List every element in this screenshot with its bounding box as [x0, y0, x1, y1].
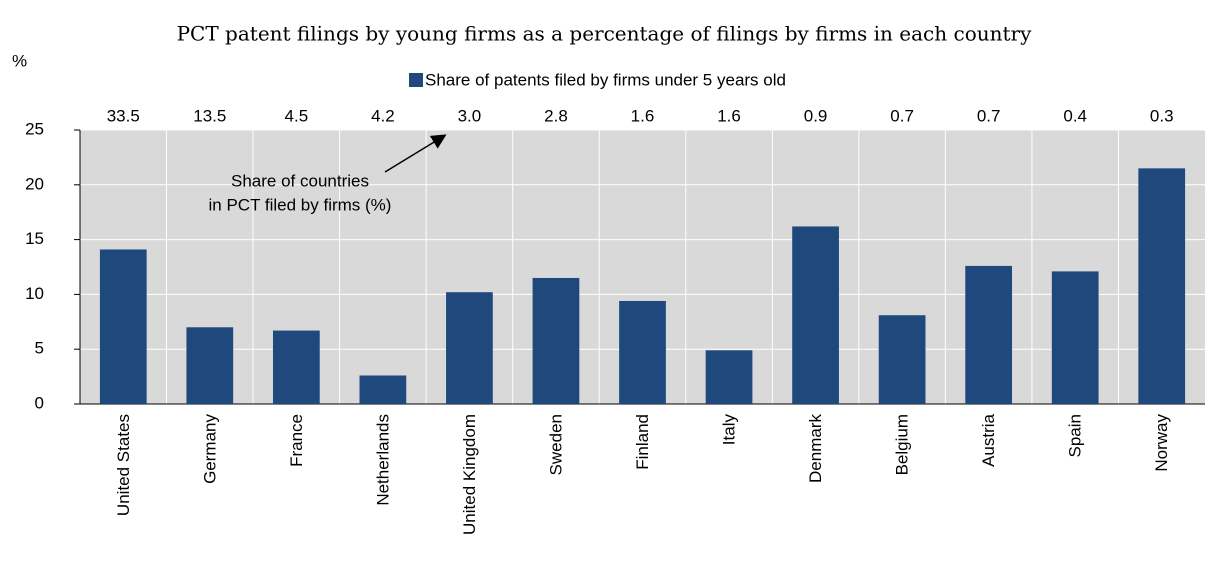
x-tick-label: Austria — [979, 413, 998, 466]
x-tick-label: Netherlands — [373, 414, 392, 506]
top-value-label: 0.4 — [1063, 106, 1087, 125]
legend-label: Share of patents filed by firms under 5 … — [425, 70, 786, 89]
x-tick-label: Spain — [1066, 414, 1085, 457]
top-value-label: 1.6 — [717, 106, 741, 125]
bar — [705, 350, 753, 404]
bar — [619, 300, 666, 404]
x-tick-label: Sweden — [546, 414, 565, 475]
x-tick-label: France — [287, 414, 306, 467]
x-tick-label: Belgium — [893, 414, 912, 475]
bar — [792, 226, 839, 404]
annotation: Share of countries — [231, 171, 369, 190]
x-tick-label: United States — [114, 414, 133, 516]
y-tick-label: 5 — [35, 339, 44, 358]
bar — [272, 330, 320, 404]
top-value-label: 4.2 — [371, 106, 395, 125]
y-tick-label: 15 — [25, 229, 44, 248]
x-tick-label: Finland — [633, 414, 652, 470]
bar — [446, 292, 493, 404]
top-value-label: 13.5 — [193, 106, 226, 125]
x-tick-label: United Kingdom — [460, 414, 479, 535]
y-tick-label: 0 — [35, 393, 44, 412]
y-axis-label: % — [12, 51, 27, 70]
bar — [1051, 271, 1099, 404]
bar — [99, 249, 147, 404]
top-value-label: 1.6 — [631, 106, 655, 125]
y-tick-label: 20 — [25, 174, 44, 193]
top-value-label: 3.0 — [458, 106, 482, 125]
x-tick-label: Germany — [200, 414, 219, 484]
bar — [186, 327, 234, 404]
x-tick-label: Norway — [1152, 414, 1171, 472]
x-tick-label: Denmark — [806, 414, 825, 483]
top-value-label: 4.5 — [285, 106, 309, 125]
annotation: in PCT filed by firms (%) — [209, 195, 392, 214]
legend-swatch — [409, 73, 423, 87]
chart-title: PCT patent filings by young firms as a p… — [177, 22, 1032, 46]
top-value-label: 0.7 — [977, 106, 1001, 125]
y-tick-label: 10 — [25, 284, 44, 303]
bar — [878, 315, 926, 404]
y-tick-label: 25 — [25, 119, 44, 138]
top-value-label: 2.8 — [544, 106, 568, 125]
bar — [359, 375, 407, 404]
x-tick-label: Italy — [720, 414, 739, 446]
top-value-label: 0.9 — [804, 106, 828, 125]
bar — [1138, 168, 1186, 404]
top-value-label: 0.3 — [1150, 106, 1174, 125]
bar — [532, 277, 580, 404]
bar — [965, 265, 1013, 404]
annotation-arrow — [384, 134, 447, 173]
top-value-label: 33.5 — [107, 106, 140, 125]
top-value-label: 0.7 — [890, 106, 914, 125]
